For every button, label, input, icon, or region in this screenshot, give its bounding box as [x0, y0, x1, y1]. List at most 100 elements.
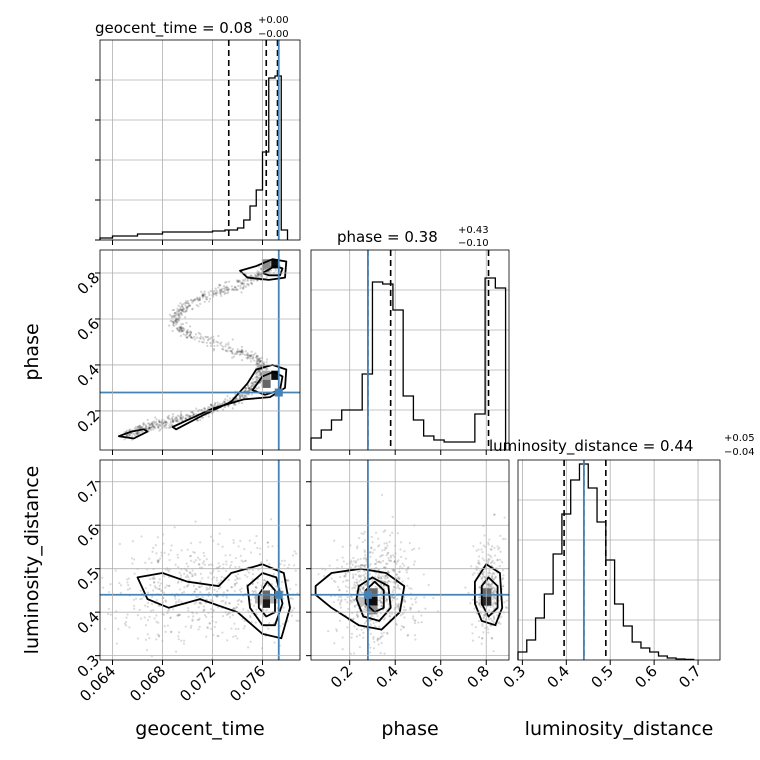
scatter-point	[191, 619, 194, 622]
scatter-point	[177, 313, 180, 316]
scatter-point	[156, 559, 159, 562]
scatter-point	[363, 608, 366, 611]
scatter-point	[238, 393, 241, 397]
scatter-point	[259, 381, 262, 384]
scatter-point	[227, 343, 230, 346]
scatter-point	[137, 425, 140, 428]
scatter-point	[154, 544, 157, 547]
scatter-point	[474, 626, 477, 629]
scatter-point	[177, 313, 180, 316]
scatter-point	[187, 302, 190, 306]
scatter-point	[404, 608, 407, 611]
scatter-point	[222, 290, 225, 294]
scatter-point	[259, 547, 262, 550]
scatter-point	[235, 350, 238, 354]
scatter-point	[163, 424, 166, 427]
scatter-point	[255, 275, 258, 278]
scatter-point	[339, 601, 342, 604]
scatter-point	[153, 581, 156, 584]
scatter-point	[171, 420, 174, 423]
scatter-point	[368, 573, 372, 576]
scatter-point	[386, 632, 389, 635]
scatter-point	[138, 608, 141, 612]
scatter-point	[370, 535, 373, 539]
contour-line	[117, 428, 149, 440]
scatter-point	[241, 286, 244, 289]
scatter-point	[392, 588, 395, 592]
scatter-point	[350, 632, 354, 635]
scatter-point	[135, 432, 138, 435]
scatter-point	[250, 360, 253, 363]
scatter-point	[351, 587, 354, 590]
scatter-point	[224, 398, 227, 401]
scatter-point	[414, 638, 417, 641]
scatter-point	[178, 415, 181, 418]
scatter-point	[202, 294, 205, 297]
scatter-point	[231, 356, 234, 359]
scatter-point	[301, 579, 303, 581]
scatter-point	[259, 275, 262, 278]
scatter-point	[204, 335, 207, 338]
scatter-point	[246, 384, 250, 388]
scatter-point	[225, 560, 228, 563]
scatter-point	[240, 345, 244, 349]
scatter-point	[249, 551, 253, 554]
scatter-point	[193, 299, 196, 302]
scatter-point	[494, 554, 497, 557]
scatter-point	[107, 590, 111, 594]
scatter-point	[405, 569, 408, 572]
scatter-point	[480, 578, 483, 581]
scatter-point	[154, 416, 157, 419]
scatter-point	[249, 279, 253, 282]
scatter-point	[488, 571, 491, 574]
scatter-point	[294, 583, 298, 586]
xlabel-geocent-time: geocent_time	[135, 718, 264, 740]
scatter-point	[201, 292, 205, 295]
scatter-point	[123, 622, 127, 625]
scatter-point	[323, 574, 326, 578]
scatter-point	[200, 290, 203, 293]
scatter-point	[353, 581, 356, 584]
scatter-point	[203, 407, 206, 410]
scatter-point	[355, 581, 358, 584]
scatter-point	[317, 573, 320, 576]
scatter-point	[357, 570, 360, 573]
scatter-point	[239, 350, 242, 354]
scatter-point	[176, 321, 179, 324]
scatter-point	[344, 571, 347, 574]
scatter-point	[186, 336, 189, 339]
scatter-point	[194, 559, 197, 562]
scatter-point	[389, 554, 393, 557]
scatter-point	[136, 637, 140, 640]
truth-marker	[363, 590, 372, 599]
scatter-point	[493, 546, 496, 550]
scatter-point	[491, 591, 494, 594]
scatter-point	[139, 598, 142, 601]
scatter-point	[201, 293, 204, 296]
scatter-point	[352, 617, 355, 620]
scatter-point	[149, 427, 152, 430]
scatter-point	[101, 586, 105, 589]
scatter-point	[216, 634, 219, 637]
scatter-point	[391, 596, 395, 599]
histogram-step	[310, 277, 507, 450]
scatter-point	[166, 568, 170, 572]
scatter-point	[481, 573, 485, 576]
scatter-point	[185, 331, 188, 334]
scatter-point	[178, 613, 181, 616]
scatter-point	[364, 605, 367, 609]
scatter-point	[236, 288, 239, 291]
scatter-point	[359, 578, 363, 581]
scatter-point	[349, 652, 352, 655]
scatter-point	[407, 577, 410, 580]
scatter-point	[307, 598, 309, 600]
scatter-point	[215, 579, 218, 582]
scatter-point	[210, 627, 213, 630]
scatter-point	[255, 378, 258, 381]
scatter-point	[189, 554, 193, 557]
scatter-point	[242, 560, 245, 563]
scatter-point	[496, 558, 499, 561]
scatter-point	[163, 421, 166, 424]
scatter-point	[207, 563, 210, 567]
scatter-point	[304, 575, 306, 577]
